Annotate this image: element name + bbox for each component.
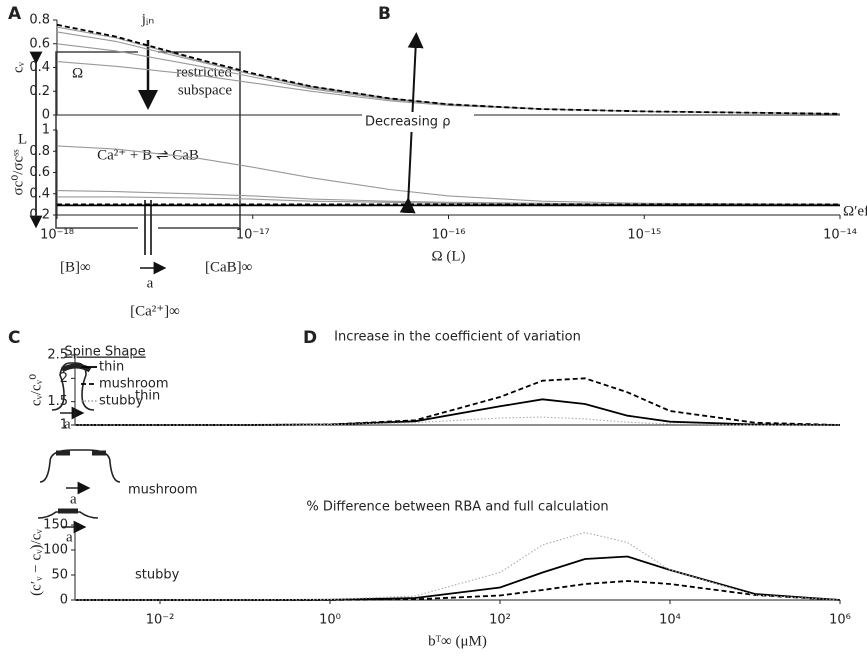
calcium: [Ca²⁺]∞ bbox=[130, 303, 180, 319]
series-line bbox=[56, 26, 841, 115]
y-tick-label: 1.5 bbox=[47, 394, 68, 409]
legend-label: mushroom bbox=[99, 377, 169, 392]
y-tick-label: 0.2 bbox=[29, 84, 50, 99]
legend-label: stubby bbox=[99, 394, 144, 409]
spines bbox=[37, 362, 121, 534]
subspace: subspace bbox=[178, 82, 232, 98]
panel-label: B bbox=[378, 4, 391, 24]
x-tick-label: 10⁻¹⁵ bbox=[627, 228, 661, 243]
y-tick-label: 0.4 bbox=[29, 60, 50, 75]
spine-title: Spine Shape bbox=[64, 345, 145, 360]
y-tick-label: 1 bbox=[60, 418, 68, 433]
shape-name: thin bbox=[135, 389, 160, 404]
series-line bbox=[75, 377, 841, 426]
x-tick-label: 10² bbox=[489, 613, 511, 628]
x-tick-label: 10⁶ bbox=[829, 613, 851, 628]
y-tick-label: 0.4 bbox=[29, 186, 50, 201]
annotation-bg bbox=[362, 112, 474, 132]
x-tick-label: 10⁻² bbox=[146, 613, 175, 628]
y-tick-label: 150 bbox=[43, 518, 68, 533]
panel-label: C bbox=[8, 328, 20, 348]
length: L bbox=[18, 131, 27, 147]
x-axis-label: Ω (L) bbox=[431, 248, 465, 264]
legend-label: thin bbox=[99, 360, 124, 375]
y-axis-label: (c′ᵥ − cᵥ)/cᵥ bbox=[28, 529, 44, 596]
x-tick-label: 10⁻¹⁷ bbox=[236, 228, 270, 243]
y-tick-label: 100 bbox=[43, 543, 68, 558]
y-tick-label: 0.2 bbox=[29, 208, 50, 223]
volume: Ω bbox=[72, 65, 83, 81]
bound: [CaB]∞ bbox=[205, 259, 252, 275]
series-line bbox=[75, 580, 841, 601]
y-tick-label: 0.8 bbox=[29, 13, 50, 28]
x-tick-label: 10⁻¹⁶ bbox=[432, 228, 466, 243]
x-tick-label: 10⁻¹⁸ bbox=[40, 228, 74, 243]
series-line bbox=[75, 531, 841, 601]
radius: a bbox=[66, 529, 73, 545]
series-line bbox=[75, 555, 841, 601]
y-axis-label: cᵥ/cᵥ⁰ bbox=[28, 374, 44, 406]
y-tick-label: 0.8 bbox=[29, 144, 50, 159]
x-tick-label: 10⁴ bbox=[659, 613, 681, 628]
subspace: restricted bbox=[176, 64, 232, 80]
annotation: Ω′eff/Ω bbox=[843, 203, 867, 219]
series-line bbox=[56, 61, 841, 115]
flux: jᵢₙ bbox=[141, 11, 155, 27]
buffer: [B]∞ bbox=[60, 259, 91, 275]
y-axis-label: cᵥ bbox=[10, 61, 26, 73]
y-axis-label: σc⁰/σcˢˢ bbox=[10, 149, 26, 195]
y-tick-label: 2 bbox=[60, 371, 68, 386]
y-tick-label: 50 bbox=[51, 568, 68, 583]
shape-name: mushroom bbox=[128, 483, 198, 498]
y-tick-label: 0.6 bbox=[29, 165, 50, 180]
panel-a bbox=[29, 40, 241, 275]
y-tick-label: 0 bbox=[60, 593, 68, 608]
radius: a bbox=[147, 275, 154, 291]
radius: a bbox=[64, 416, 71, 432]
y-tick-label: 0 bbox=[42, 108, 50, 123]
chart-title: Increase in the coefficient of variation bbox=[334, 330, 581, 345]
series-line bbox=[75, 416, 840, 426]
x-tick-label: 10⁻¹⁴ bbox=[823, 228, 857, 243]
shape-name: stubby bbox=[135, 568, 180, 583]
annotation: Decreasing ρ bbox=[365, 115, 450, 130]
panel-label: D bbox=[303, 328, 317, 348]
radius: a bbox=[70, 491, 77, 507]
series-line bbox=[56, 23, 841, 115]
y-tick-label: 2.5 bbox=[47, 348, 68, 363]
series-line bbox=[75, 398, 841, 426]
x-tick-label: 10⁰ bbox=[319, 613, 341, 628]
y-tick-label: 0.6 bbox=[29, 36, 50, 51]
panel-label: A bbox=[8, 4, 22, 24]
y-tick-label: 1 bbox=[42, 123, 50, 138]
reaction: Ca²⁺ + B ⇌ CaB bbox=[97, 147, 199, 163]
chart-title: % Difference between RBA and full calcul… bbox=[306, 500, 608, 515]
x-axis-label: bᵀ∞ (μM) bbox=[428, 633, 487, 649]
series-line bbox=[56, 145, 841, 205]
